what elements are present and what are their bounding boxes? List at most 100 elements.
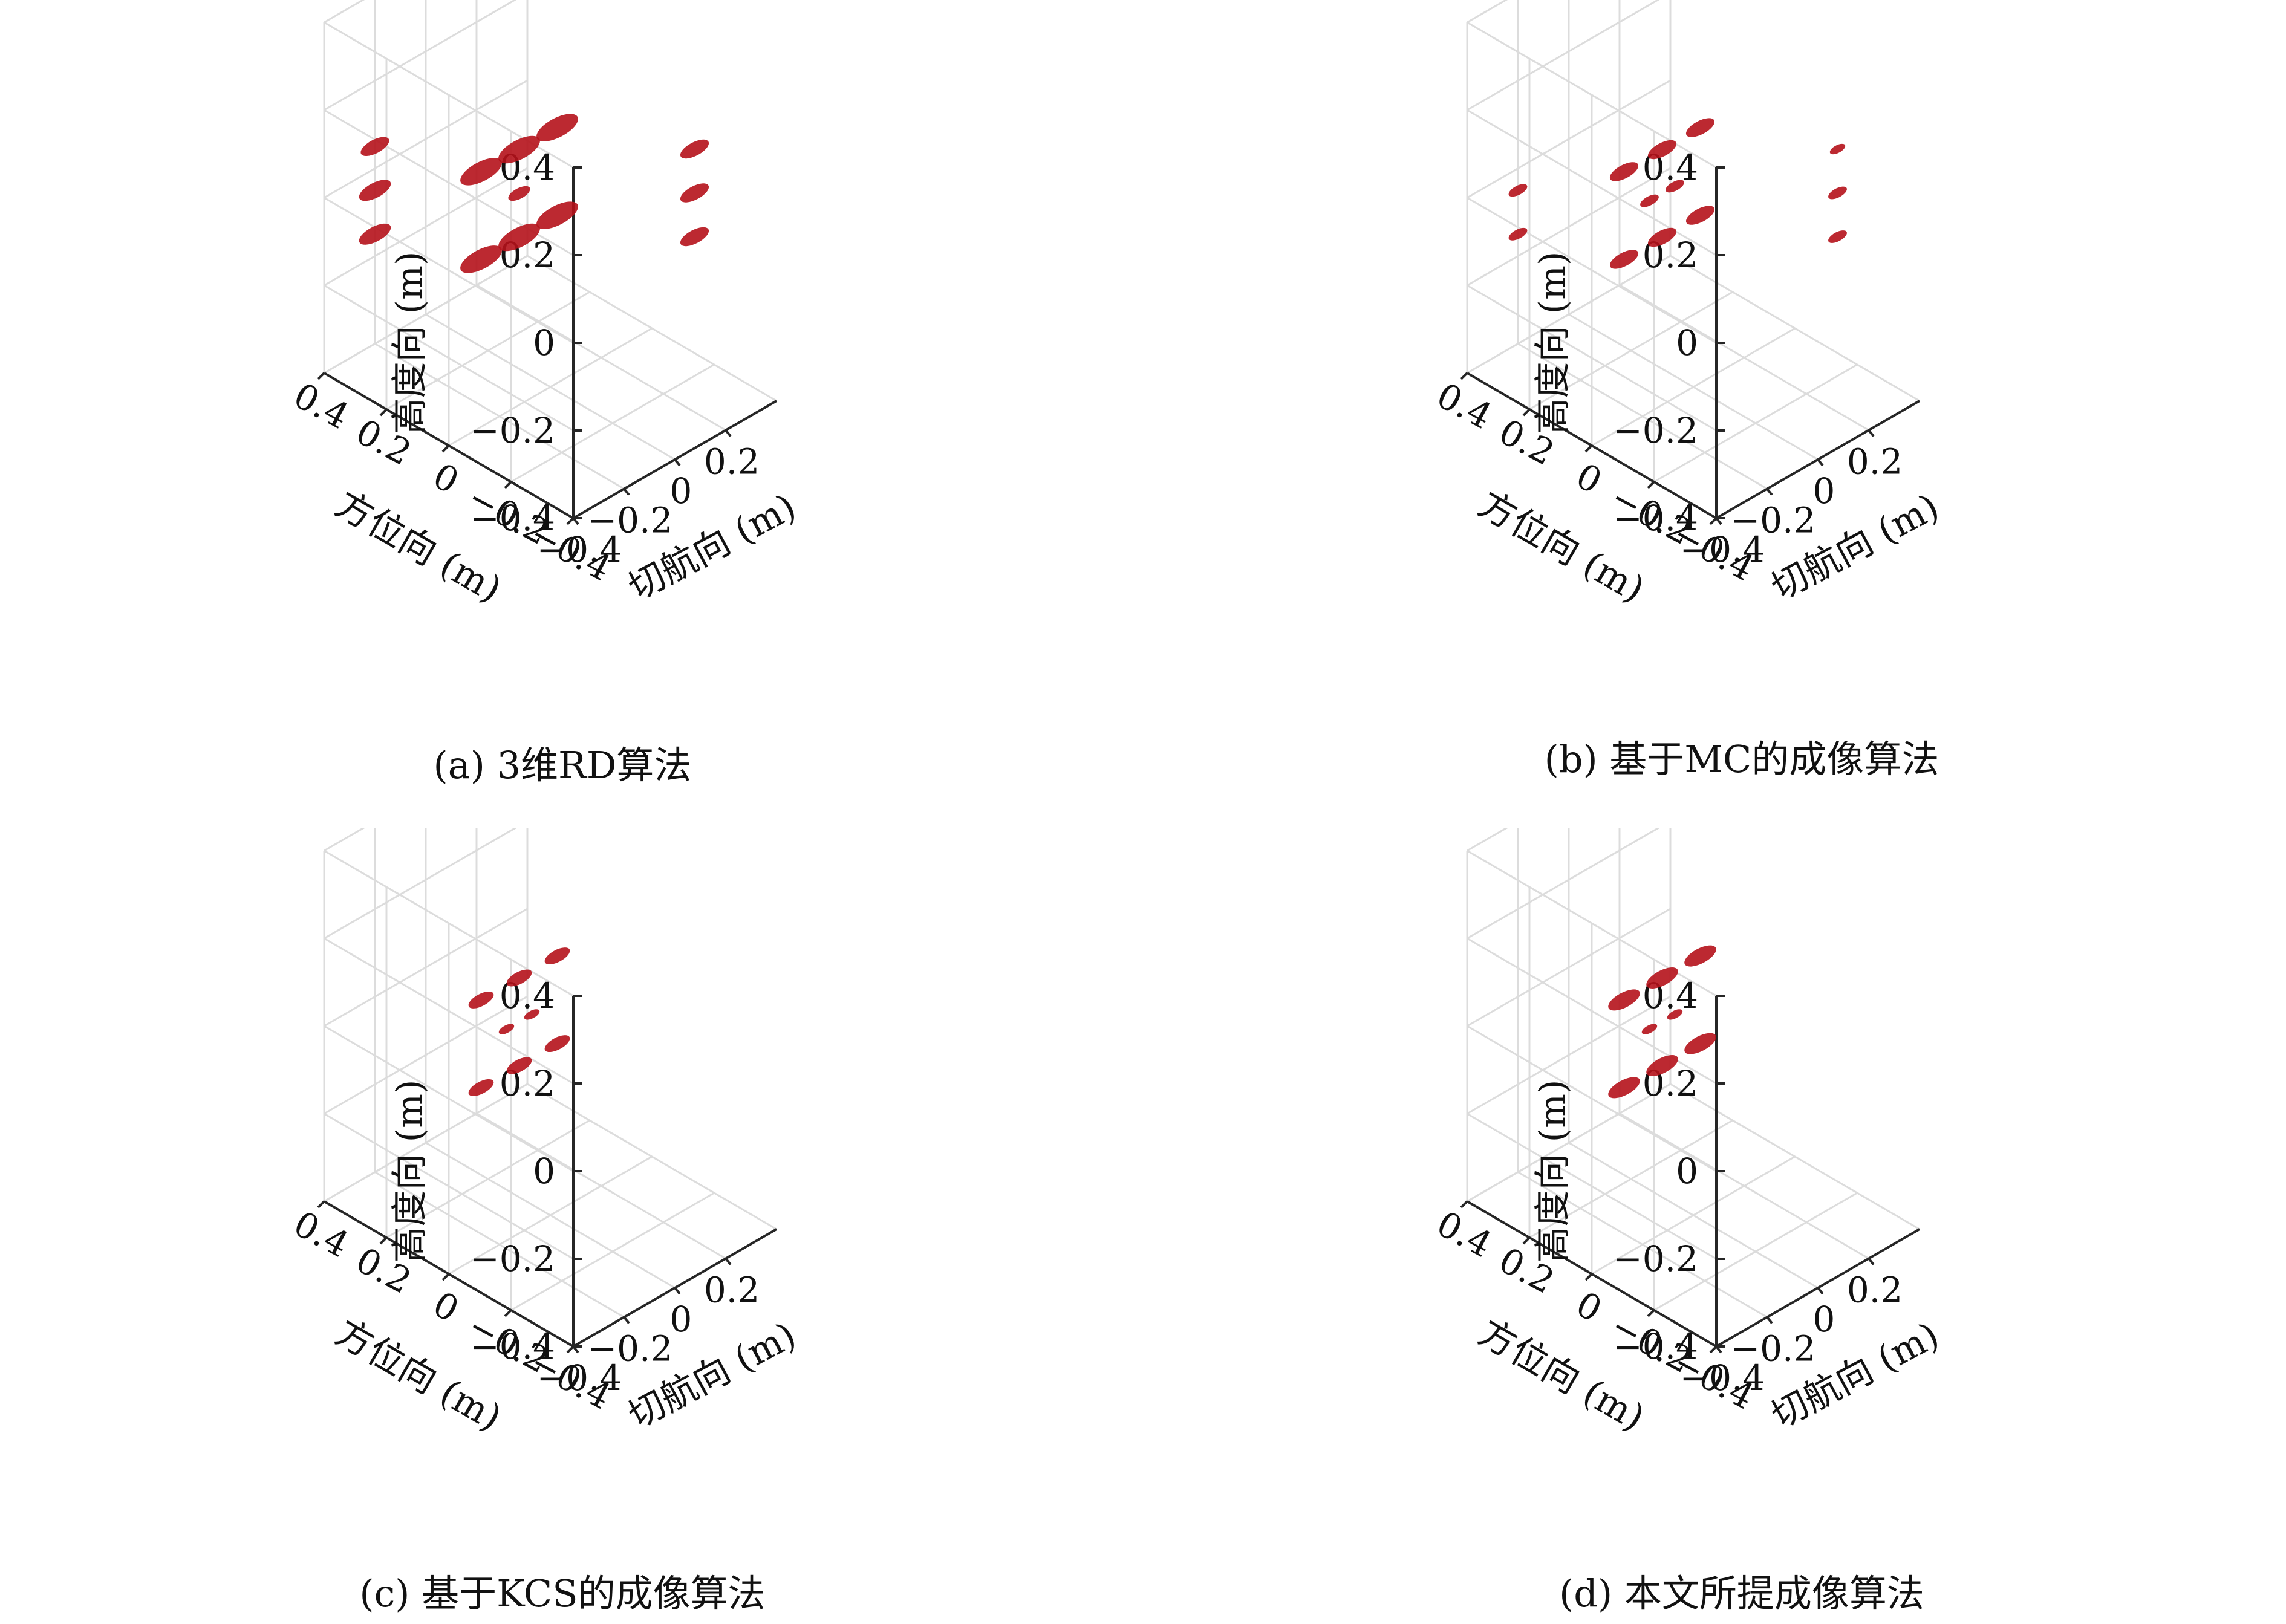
grid-line	[1467, 0, 1660, 111]
y-tick	[379, 1236, 388, 1245]
caption-d: (d) 本文所提成像算法	[1559, 1571, 1924, 1616]
target-point	[498, 223, 540, 252]
y-tick	[1460, 372, 1468, 380]
target-point	[360, 137, 389, 157]
target-point	[1646, 1055, 1678, 1076]
y-tick	[317, 372, 325, 380]
target-point	[506, 969, 532, 987]
caption-b: (b) 基于MC的成像算法	[1544, 737, 1939, 781]
x-tick	[725, 429, 732, 437]
y-tick	[1460, 1200, 1468, 1209]
target-point	[468, 1079, 494, 1096]
subplot-c: 0.40.20−0.2−0.4−0.4−0.200.20.40.20−0.2−0…	[287, 828, 803, 1440]
x-tick-label: −0.4	[1680, 1357, 1765, 1398]
target-point	[1609, 250, 1639, 269]
z-tick-label: 0	[533, 1151, 555, 1192]
target-point	[1667, 1009, 1683, 1020]
target-point	[1666, 180, 1684, 193]
z-axis-title: 高度向 (m)	[389, 1080, 431, 1263]
grid-line	[1467, 828, 1660, 940]
grid-line	[324, 849, 574, 997]
y-tick	[566, 1345, 575, 1354]
y-tick	[441, 1273, 450, 1281]
y-tick-label: 0	[426, 455, 466, 502]
target-point	[460, 158, 502, 186]
target-point	[498, 1024, 515, 1034]
y-tick	[317, 1200, 325, 1209]
y-tick	[1647, 1309, 1655, 1317]
y-tick-label: 0	[426, 1284, 466, 1330]
z-tick-label: −0.4	[1613, 1326, 1698, 1367]
x-tick-label: 0	[1813, 1299, 1835, 1340]
target-point	[468, 991, 494, 1009]
target-point	[680, 227, 709, 247]
grid-line	[1619, 1112, 1869, 1259]
grid-line	[324, 0, 365, 24]
target-point	[1685, 206, 1715, 225]
x-tick	[572, 517, 579, 525]
grid-line	[1670, 255, 1920, 402]
target-point	[1828, 230, 1847, 243]
grid-line	[324, 0, 517, 111]
y-tick	[1709, 1345, 1718, 1354]
subplot-d: 0.40.20−0.2−0.4−0.4−0.200.20.40.20−0.2−0…	[1430, 828, 1946, 1440]
target-point	[1684, 1033, 1716, 1054]
z-tick-label: −0.4	[1613, 498, 1698, 539]
x-tick-label: 0	[1813, 470, 1835, 512]
x-tick	[1766, 488, 1773, 496]
grid-line	[324, 79, 528, 199]
x-tick	[674, 458, 681, 467]
z-tick-label: −0.2	[1613, 1238, 1698, 1279]
target-point	[359, 223, 391, 245]
target-point	[1640, 194, 1659, 207]
target-point	[1608, 989, 1640, 1011]
grid-line	[324, 1025, 574, 1172]
grid-line	[1467, 255, 1671, 374]
y-tick	[504, 481, 512, 489]
target-point	[1684, 945, 1716, 967]
grid-line	[324, 937, 574, 1085]
x-tick	[1715, 1345, 1722, 1354]
y-tick	[1522, 1236, 1531, 1245]
grid-line	[324, 828, 517, 940]
target-point	[544, 947, 570, 965]
target-point	[1608, 1077, 1640, 1099]
z-tick-label: −0.2	[1613, 410, 1698, 451]
target-point	[1647, 227, 1677, 247]
x-tick	[1766, 1316, 1773, 1324]
x-tick-label: −0.4	[537, 1357, 622, 1398]
x-tick-label: 0.2	[704, 1270, 760, 1311]
x-tick	[1715, 517, 1722, 525]
grid-line	[1467, 1025, 1717, 1172]
x-tick	[725, 1258, 732, 1265]
x-tick-label: −0.2	[588, 500, 673, 541]
y-tick-label: 0	[1569, 1284, 1609, 1330]
y-tick-label: 0	[1569, 455, 1609, 502]
subplot-b: 0.40.20−0.2−0.4−0.4−0.200.20.40.20−0.2−0…	[1430, 0, 1946, 611]
grid-line	[386, 1119, 590, 1239]
grid-line	[324, 908, 528, 1027]
target-point	[1685, 118, 1715, 137]
target-point	[1609, 162, 1639, 181]
target-point	[498, 135, 540, 164]
z-axis-title: 高度向 (m)	[1532, 252, 1574, 435]
z-tick-label: 0	[533, 322, 555, 363]
z-tick-label: −0.4	[470, 1326, 555, 1367]
x-tick	[572, 1345, 579, 1354]
x-tick-label: −0.4	[537, 529, 622, 570]
x-tick	[1868, 429, 1875, 437]
y-tick	[566, 517, 575, 525]
target-point	[506, 1057, 532, 1074]
grid-line	[1467, 0, 1508, 24]
grid-line	[1467, 79, 1671, 199]
grid-line	[527, 1083, 777, 1230]
grid-line	[324, 255, 528, 374]
x-tick	[1868, 1258, 1875, 1265]
z-tick-label: −0.2	[470, 1238, 555, 1279]
y-tick	[441, 444, 450, 453]
y-tick	[1647, 481, 1655, 489]
target-point	[1641, 1024, 1658, 1034]
x-tick	[1817, 458, 1824, 467]
x-tick-label: −0.2	[588, 1328, 673, 1369]
caption-c: (c) 基于KCS的成像算法	[359, 1571, 766, 1616]
